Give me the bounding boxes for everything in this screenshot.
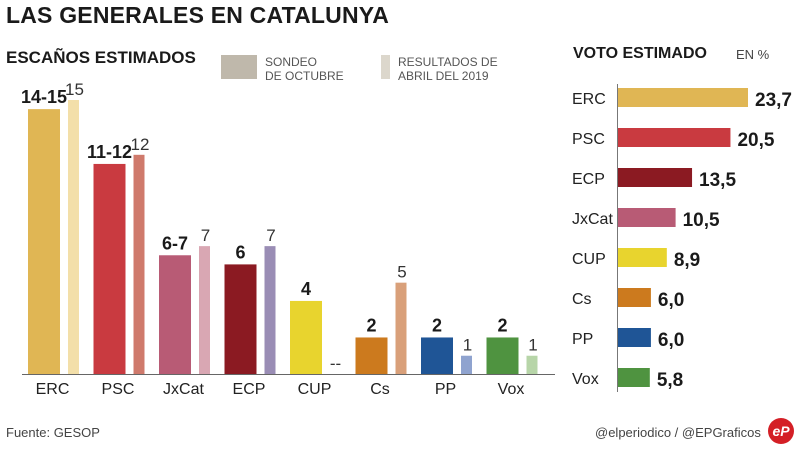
- data-label-vote: 13,5: [699, 170, 736, 191]
- y-tick-label: PSC: [572, 131, 605, 148]
- bar-april-2019-vox: [526, 355, 538, 374]
- data-label-vote: 6,0: [658, 330, 684, 351]
- bar-october-cs: [355, 337, 388, 374]
- bar-october-ecp: [224, 264, 257, 374]
- bar-vote-pp: [618, 328, 651, 347]
- x-tick-label: PSC: [102, 381, 135, 398]
- legend-label-line: SONDEO: [265, 55, 318, 69]
- vote-chart: ERC 23,7 PSC 20,5 ECP 13,5 JxCat 10,5 CUP 8,9 Cs 6,…: [572, 84, 792, 392]
- bar-vote-erc: [618, 88, 748, 107]
- legend-label-line: ABRIL DEL 2019: [398, 69, 489, 83]
- y-tick-label: Cs: [572, 291, 592, 308]
- bar-vote-vox: [618, 368, 650, 387]
- bar-october-psc: [93, 163, 126, 374]
- data-label-vote: 10,5: [683, 210, 720, 231]
- data-label-april-2019: --: [330, 354, 341, 373]
- source-note: Fuente: GESOP: [6, 425, 100, 440]
- bar-october-erc: [28, 109, 60, 374]
- credits: @elperiodico / @EPGraficos: [595, 425, 761, 440]
- vote-chart-title: VOTO ESTIMADO: [573, 45, 707, 62]
- legend-item-october: SONDEO DE OCTUBRE: [221, 55, 344, 83]
- legend-item-april-2019: RESULTADOS DE ABRIL DEL 2019: [381, 55, 498, 83]
- data-label-october: 6: [235, 242, 245, 262]
- data-label-april-2019: 12: [131, 135, 150, 154]
- bar-vote-ecp: [618, 168, 693, 187]
- y-tick-label: ECP: [572, 171, 605, 188]
- legend-label-april-2019: RESULTADOS DE ABRIL DEL 2019: [398, 55, 498, 83]
- seats-chart-title: ESCAÑOS ESTIMADOS: [6, 48, 196, 67]
- data-label-april-2019: 7: [266, 226, 275, 245]
- legend-swatch-october: [221, 55, 257, 79]
- bar-vote-cup: [618, 248, 667, 267]
- x-tick-label: ERC: [36, 381, 70, 398]
- bar-vote-psc: [618, 128, 731, 147]
- legend-label-line: DE OCTUBRE: [265, 69, 344, 83]
- x-tick-label: ECP: [233, 381, 266, 398]
- data-label-april-2019: 15: [65, 80, 84, 99]
- data-label-april-2019: 1: [528, 336, 537, 355]
- data-label-october: 2: [432, 315, 442, 335]
- data-label-vote: 6,0: [658, 290, 684, 311]
- bar-april-2019-erc: [68, 100, 79, 374]
- x-tick-label: PP: [435, 381, 456, 398]
- bar-october-jxcat: [159, 255, 191, 374]
- y-tick-label: PP: [572, 331, 593, 348]
- bar-october-pp: [421, 337, 453, 374]
- bar-vote-cs: [618, 288, 651, 307]
- data-label-vote: 20,5: [737, 130, 774, 151]
- vote-chart-unit: EN %: [736, 47, 770, 62]
- bar-vote-jxcat: [618, 208, 676, 227]
- bar-october-vox: [486, 337, 519, 374]
- data-label-april-2019: 1: [463, 336, 472, 355]
- data-label-october: 4: [301, 279, 311, 299]
- bar-april-2019-jxcat: [199, 246, 210, 374]
- legend-label-october: SONDEO DE OCTUBRE: [265, 55, 344, 83]
- elperiodico-logo: eP: [768, 418, 794, 444]
- data-label-vote: 8,9: [674, 250, 700, 271]
- x-tick-label: JxCat: [163, 381, 204, 398]
- y-tick-label: JxCat: [572, 211, 613, 228]
- y-tick-label: Vox: [572, 371, 599, 388]
- bar-october-cup: [290, 300, 322, 374]
- data-label-october: 2: [366, 315, 376, 335]
- bar-april-2019-pp: [461, 355, 472, 374]
- x-tick-label: CUP: [298, 381, 332, 398]
- data-label-october: 2: [497, 315, 507, 335]
- data-label-october: 6-7: [162, 233, 188, 253]
- legend-label-line: RESULTADOS DE: [398, 55, 498, 69]
- data-label-vote: 23,7: [755, 90, 792, 111]
- data-label-october: 11-12: [87, 142, 132, 162]
- bar-april-2019-ecp: [264, 246, 276, 374]
- data-label-april-2019: 7: [201, 226, 210, 245]
- main-title: LAS GENERALES EN CATALUNYA: [6, 2, 390, 28]
- y-tick-label: CUP: [572, 251, 606, 268]
- y-tick-label: ERC: [572, 91, 606, 108]
- data-label-vote: 5,8: [657, 370, 683, 391]
- bar-april-2019-cs: [395, 282, 407, 374]
- data-label-october: 14-15: [21, 87, 67, 107]
- data-label-april-2019: 5: [397, 263, 406, 282]
- x-tick-label: Vox: [498, 381, 525, 398]
- legend-swatch-april-2019: [381, 55, 390, 79]
- bar-april-2019-psc: [133, 154, 145, 374]
- x-tick-label: Cs: [370, 381, 390, 398]
